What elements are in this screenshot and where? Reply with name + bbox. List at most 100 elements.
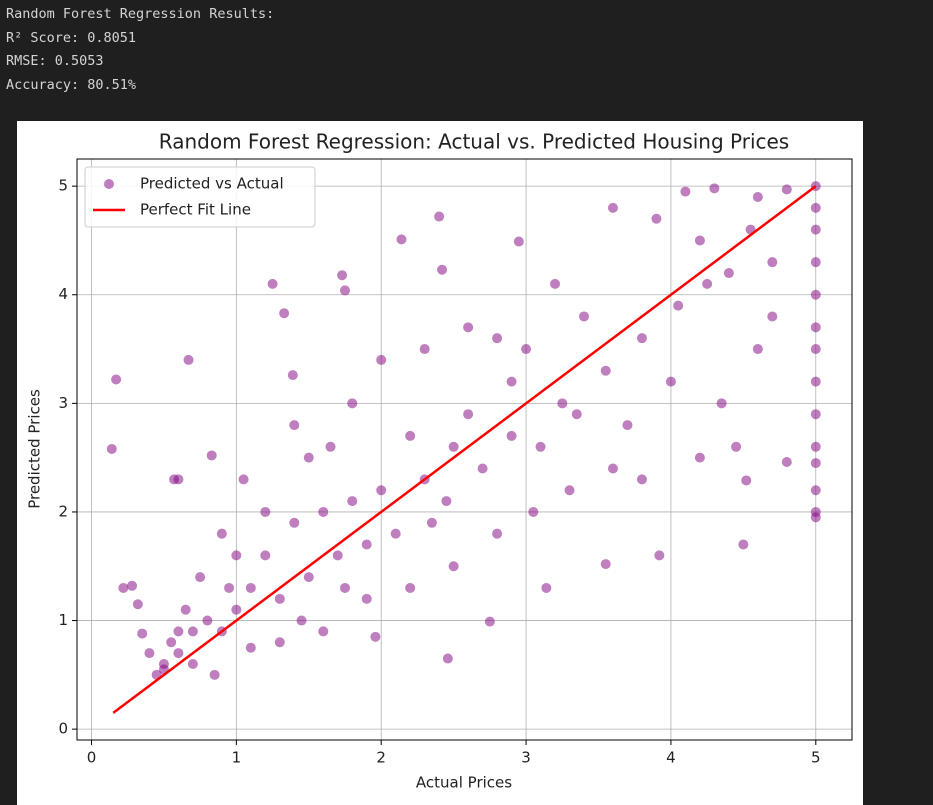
output-line: RMSE: 0.5053: [6, 53, 104, 69]
scatter-point: [296, 615, 307, 626]
output-line: Accuracy: 80.51%: [6, 77, 137, 93]
scatter-point: [651, 213, 662, 224]
scatter-point: [289, 517, 300, 528]
scatter-point: [564, 485, 575, 496]
scatter-point: [810, 376, 821, 387]
y-tick-label: 2: [58, 502, 68, 520]
scatter-point: [492, 333, 503, 344]
chart-title: Random Forest Regression: Actual vs. Pre…: [159, 130, 789, 154]
scatter-point: [600, 365, 611, 376]
scatter-point: [810, 409, 821, 420]
scatter-point: [434, 211, 445, 222]
scatter-point: [347, 398, 358, 409]
plot-frame: [76, 158, 853, 741]
scatter-point: [127, 580, 138, 591]
scatter-point: [405, 430, 416, 441]
legend-label: Predicted vs Actual: [140, 175, 284, 193]
scatter-point: [579, 311, 590, 322]
scatter-point: [810, 485, 821, 496]
y-axis-label: Predicted Prices: [26, 389, 44, 509]
scatter-point: [187, 658, 198, 669]
scatter-point: [195, 572, 206, 583]
scatter-point: [702, 278, 713, 289]
scatter-point: [419, 344, 430, 355]
x-tick-label: 2: [376, 749, 386, 767]
scatter-point: [289, 420, 300, 431]
scatter-point: [607, 463, 618, 474]
scatter-point: [325, 441, 336, 452]
scatter-point: [132, 599, 143, 610]
scatter-point: [405, 582, 416, 593]
scatter-point: [622, 420, 633, 431]
scatter-point: [274, 593, 285, 604]
scatter-point: [274, 637, 285, 648]
scatter-point: [484, 616, 495, 627]
scatter-point: [810, 441, 821, 452]
x-tick-label: 0: [87, 749, 97, 767]
scatter-point: [716, 398, 727, 409]
scatter-point: [521, 344, 532, 355]
scatter-point: [767, 311, 778, 322]
y-tick-label: 0: [58, 720, 68, 738]
scatter-point: [339, 582, 350, 593]
scatter-point: [636, 474, 647, 485]
scatter-point: [636, 333, 647, 344]
scatter-point: [144, 648, 155, 659]
scatter-point: [173, 648, 184, 659]
scatter-point: [376, 485, 387, 496]
scatter-point: [448, 441, 459, 452]
scatter-point: [673, 300, 684, 311]
scatter-point: [209, 669, 220, 680]
scatter-point: [694, 235, 705, 246]
scatter-point: [441, 496, 452, 507]
scatter-point: [810, 322, 821, 333]
scatter-point: [337, 270, 348, 281]
scatter-point: [318, 506, 329, 517]
scatter-point: [463, 322, 474, 333]
scatter-point: [767, 257, 778, 268]
scatter-point: [535, 441, 546, 452]
scatter-point: [267, 278, 278, 289]
x-axis-label: Actual Prices: [416, 774, 512, 792]
scatter-point: [390, 528, 401, 539]
scatter-point: [557, 398, 568, 409]
output-line: Random Forest Regression Results:: [6, 6, 275, 22]
scatter-point: [506, 376, 517, 387]
scatter-point: [810, 344, 821, 355]
scatter-point: [477, 463, 488, 474]
scatter-point: [723, 268, 734, 279]
scatter-point: [810, 257, 821, 268]
scatter-point: [245, 642, 256, 653]
scatter-point: [463, 409, 474, 420]
scatter-point: [492, 528, 503, 539]
scatter-point: [506, 430, 517, 441]
scatter-point: [318, 626, 329, 637]
scatter-point: [513, 236, 524, 247]
scatter-point: [118, 582, 129, 593]
scatter-point: [437, 264, 448, 275]
scatter-point: [709, 183, 720, 194]
scatter-point: [224, 582, 235, 593]
scatter-point: [303, 572, 314, 583]
scatter-point: [680, 186, 691, 197]
output-line: R² Score: 0.8051: [6, 30, 137, 46]
scatter-point: [260, 550, 271, 561]
legend-label: Perfect Fit Line: [140, 201, 251, 219]
scatter-point: [216, 528, 227, 539]
scatter-point: [396, 234, 407, 245]
scatter-point: [370, 631, 381, 642]
scatter-point: [426, 517, 437, 528]
scatter-point: [180, 604, 191, 615]
x-tick-label: 1: [232, 749, 242, 767]
scatter-point: [741, 475, 752, 486]
scatter-point: [810, 512, 821, 523]
scatter-point: [173, 626, 184, 637]
y-tick-label: 5: [58, 177, 68, 195]
x-tick-label: 4: [666, 749, 676, 767]
x-tick-label: 3: [521, 749, 531, 767]
scatter-point: [106, 443, 117, 454]
legend-box: [84, 166, 316, 228]
scatter-point: [665, 376, 676, 387]
scatter-point: [279, 308, 290, 319]
